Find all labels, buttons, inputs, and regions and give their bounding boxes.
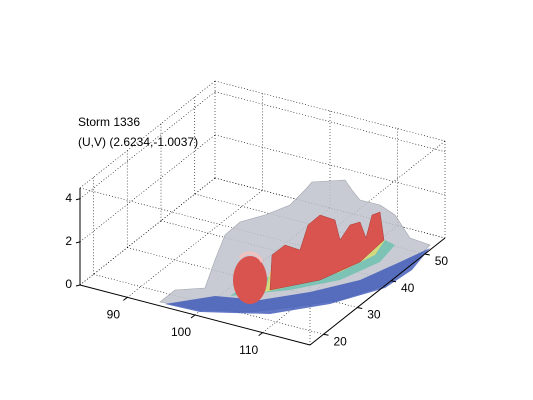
y-tick [424,253,430,256]
x-tick-label: 90 [107,308,121,322]
z-tick [75,198,81,201]
grid-line [214,91,446,153]
x-tick-label: 110 [239,343,258,357]
red-blob [233,256,267,304]
y-tick [357,307,363,310]
grid-line [214,134,446,196]
x-tick [190,314,196,319]
chart-title: Storm 1336 [78,115,140,129]
y-tick-label: 50 [435,254,449,268]
blue-surface [165,248,430,314]
z-tick [75,284,81,287]
grid-line [214,177,446,239]
y-tick-label: 20 [334,334,348,348]
z-tick [75,241,81,244]
z-tick-label: 2 [65,234,72,248]
highlight [238,251,264,263]
box-edge [214,80,446,142]
chart-subtitle: (U,V) (2.6234,-1.0037) [78,135,198,149]
x-tick [123,296,128,301]
x-tick [258,332,263,337]
y-tick [323,333,329,336]
y-tick-label: 30 [367,308,381,322]
y-axis [309,237,446,346]
y-tick-label: 40 [401,281,415,295]
red-blob [269,211,385,291]
z-tick-label: 4 [65,191,72,205]
isosurface [159,179,431,314]
grid-line [93,274,324,335]
y-tick [390,280,397,283]
z-tick-label: 0 [65,277,72,291]
x-tick-label: 100 [171,325,191,339]
